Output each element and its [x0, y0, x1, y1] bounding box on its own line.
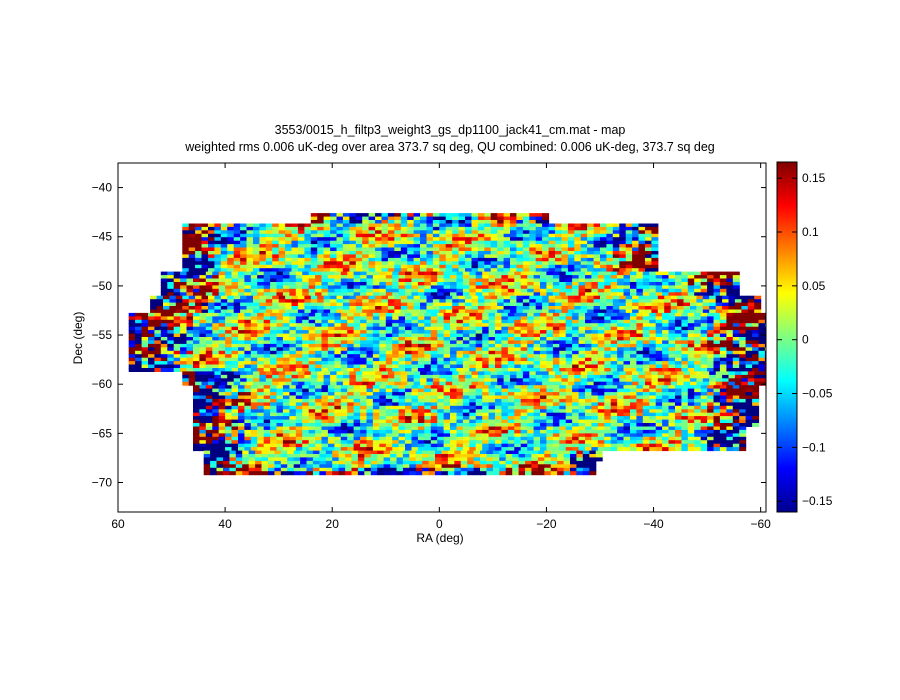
y-tick-label: −40: [92, 181, 113, 195]
chart-title: 3553/0015_h_filtp3_weight3_gs_dp1100_jac…: [274, 123, 626, 137]
x-tick-label: −40: [643, 517, 664, 531]
colorbar-ticks: 0.15 0.1 0.05 0 −0.05 −0.1 −0.15: [777, 171, 833, 508]
colorbar-tick-label: 0.1: [802, 225, 819, 239]
colorbar-tick-label: 0: [802, 333, 809, 347]
colorbar-tick-label: −0.05: [802, 387, 833, 401]
x-tick-label: −20: [536, 517, 557, 531]
colorbar-tick-label: −0.15: [802, 494, 833, 508]
y-tick-label: −45: [92, 230, 113, 244]
y-tick-label: −70: [92, 476, 113, 490]
x-tick-label: 20: [326, 517, 340, 531]
y-tick-label: −55: [92, 328, 113, 342]
map-heatmap: [128, 213, 766, 476]
x-tick-label: 40: [218, 517, 232, 531]
y-tick-label: −60: [92, 377, 113, 391]
x-tick-label: 60: [111, 517, 125, 531]
colorbar-tick-label: 0.15: [802, 171, 826, 185]
colorbar-tick-label: −0.1: [802, 440, 826, 454]
y-axis-label: Dec (deg): [71, 312, 85, 365]
x-tick-label: −60: [750, 517, 771, 531]
x-tick-label: 0: [436, 517, 443, 531]
colorbar: [777, 162, 797, 512]
y-tick-label: −65: [92, 426, 113, 440]
y-axis: −40 −45 −50 −55 −60 −65 −70: [92, 181, 766, 490]
colorbar-frame: [776, 161, 798, 513]
plot-frame: [117, 162, 767, 513]
x-axis-label: RA (deg): [416, 531, 463, 545]
y-tick-label: −50: [92, 279, 113, 293]
colorbar-tick-label: 0.05: [802, 279, 826, 293]
chart-subtitle: weighted rms 0.006 uK-deg over area 373.…: [185, 140, 715, 154]
x-axis: 60 40 20 0 −20 −40 −60: [111, 163, 771, 531]
